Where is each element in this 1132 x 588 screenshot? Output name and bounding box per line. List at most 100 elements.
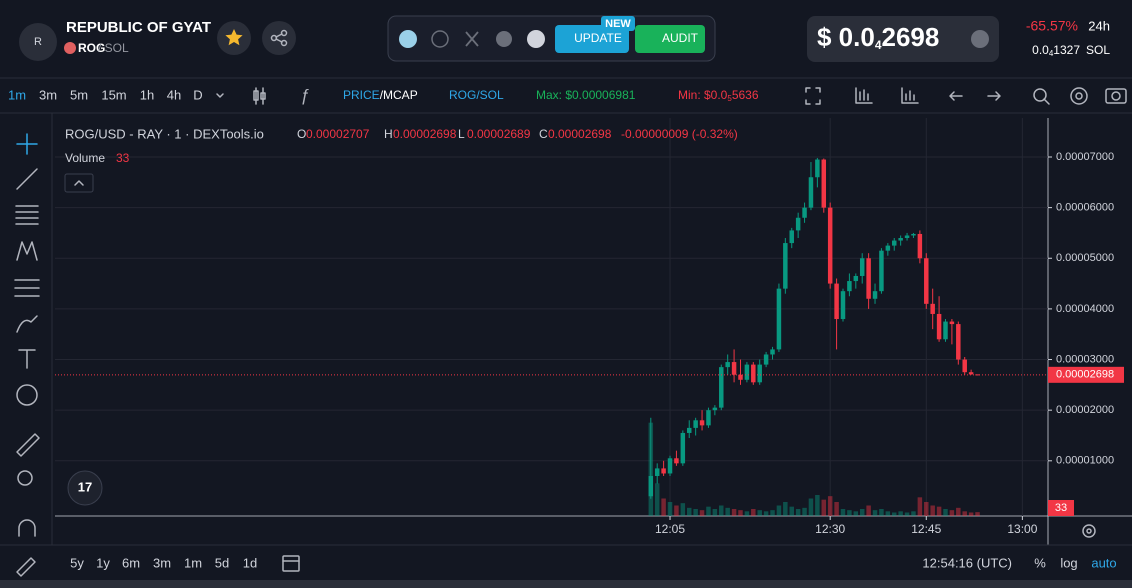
last-volume-box	[1048, 500, 1074, 516]
avatar-letter: R	[34, 36, 42, 48]
price-mcap-toggle[interactable]: PRICE/MCAP	[343, 88, 418, 102]
zoom-tool[interactable]	[17, 470, 33, 486]
volume-bar	[872, 510, 878, 516]
volume-bar	[924, 502, 929, 516]
candle-body	[763, 354, 769, 365]
volume-bar	[815, 495, 820, 516]
camera-icon[interactable]	[1105, 88, 1127, 104]
y-tick-label: 0.00005000	[1056, 252, 1114, 264]
candle-body	[879, 250, 884, 292]
sol-unit: SOL	[1086, 43, 1110, 57]
mcap-toggle[interactable]: /MCAP	[380, 88, 418, 102]
timeframe[interactable]: 3m	[39, 87, 57, 102]
crosshair-tool[interactable]	[16, 133, 38, 155]
ohlc-value: 0.00002707	[306, 127, 370, 141]
tv-logo[interactable]	[67, 470, 103, 506]
update-button[interactable]	[555, 25, 629, 53]
magnet-tool[interactable]	[18, 519, 36, 537]
candle-type-icon[interactable]	[253, 87, 266, 105]
volume-bar	[853, 511, 859, 516]
last-price-label: 0.00002698	[1056, 369, 1114, 381]
y-tick-label: 0.00001000	[1056, 455, 1114, 467]
x-icon[interactable]	[465, 31, 479, 47]
collapse-button[interactable]	[64, 173, 94, 193]
volume-bar	[904, 512, 910, 516]
pattern-tool[interactable]	[16, 241, 38, 261]
candle-body	[712, 407, 718, 411]
log-toggle[interactable]: log	[1060, 555, 1077, 570]
settings-icon[interactable]	[1070, 87, 1088, 105]
text-tool[interactable]	[18, 349, 36, 369]
volume-bar	[808, 498, 814, 516]
range[interactable]: 3m	[153, 555, 171, 570]
ruler-tool[interactable]	[16, 433, 40, 457]
auto-toggle[interactable]: auto	[1091, 555, 1116, 570]
volume-bar	[821, 499, 827, 516]
fib-tool[interactable]	[15, 205, 39, 225]
range[interactable]: 5d	[215, 555, 229, 570]
candle-body	[827, 207, 833, 284]
search-icon[interactable]	[1033, 88, 1050, 105]
fullscreen-icon[interactable]	[805, 87, 821, 105]
web-icon[interactable]	[431, 30, 449, 48]
range[interactable]: 6m	[122, 555, 140, 570]
timeframe[interactable]: 1h	[140, 87, 154, 102]
emoji-tool[interactable]	[16, 384, 38, 406]
timeframe[interactable]: 1m	[8, 87, 26, 102]
price: $ 0.042698	[817, 22, 939, 52]
timeframe[interactable]: 15m	[101, 87, 126, 102]
last-price-box	[1048, 366, 1124, 383]
info-icon[interactable]	[971, 30, 989, 48]
audit-button[interactable]	[635, 25, 705, 53]
redo-icon[interactable]	[987, 91, 1001, 101]
chart-icon[interactable]	[855, 87, 873, 104]
more-icon[interactable]	[527, 30, 545, 48]
volume-bar	[789, 506, 794, 516]
price-box	[807, 16, 999, 62]
share-button[interactable]	[262, 21, 296, 55]
forecast-tool[interactable]	[14, 279, 40, 297]
telegram-icon[interactable]	[496, 31, 512, 47]
update-label: UPDATE	[574, 31, 622, 45]
range[interactable]: 5y	[70, 555, 84, 570]
candle-body	[898, 238, 903, 241]
candle-body	[930, 303, 935, 314]
timeframe[interactable]: 4h	[167, 87, 181, 102]
chain-icon[interactable]	[399, 30, 417, 48]
token-pair: / SOL	[98, 41, 129, 55]
candle-body	[648, 475, 654, 497]
volume-bar	[949, 510, 955, 516]
volume-bar	[731, 509, 737, 516]
line-tool[interactable]	[16, 168, 38, 190]
timeframe[interactable]: D	[193, 87, 202, 102]
candle-body	[731, 362, 737, 375]
min-price: Min: $0.055636	[678, 88, 759, 103]
range[interactable]: 1d	[243, 555, 257, 570]
undo-icon[interactable]	[949, 91, 963, 101]
brush-tool[interactable]	[16, 315, 38, 333]
range[interactable]: 1y	[96, 555, 110, 570]
timeframe[interactable]: 5m	[70, 87, 88, 102]
candle-body	[725, 362, 730, 368]
price-toggle[interactable]: PRICE	[343, 88, 380, 102]
ohlc-value: 0.00002689	[467, 127, 531, 141]
percent-toggle[interactable]: %	[1034, 555, 1046, 570]
indicators-icon[interactable]: ƒ	[300, 85, 309, 104]
timeframe-menu[interactable]	[216, 93, 224, 98]
lock-tool[interactable]	[16, 557, 36, 577]
candle-body	[795, 217, 801, 231]
volume-legend-value: 33	[116, 151, 130, 165]
drawing-tools	[14, 133, 40, 577]
last-volume-label: 33	[1055, 502, 1067, 514]
chart2-icon[interactable]	[901, 87, 919, 104]
candle-body	[924, 258, 929, 304]
date-range-icon[interactable]	[282, 555, 300, 572]
pair-toggle[interactable]: ROG/SOL	[449, 88, 504, 102]
axis-settings-icon[interactable]	[1082, 524, 1096, 538]
candle-body	[943, 321, 948, 340]
candle-body	[853, 275, 859, 282]
volume-bar	[936, 506, 942, 516]
volume-bar	[667, 502, 673, 516]
range[interactable]: 1m	[184, 555, 202, 570]
candle-body	[872, 291, 878, 299]
